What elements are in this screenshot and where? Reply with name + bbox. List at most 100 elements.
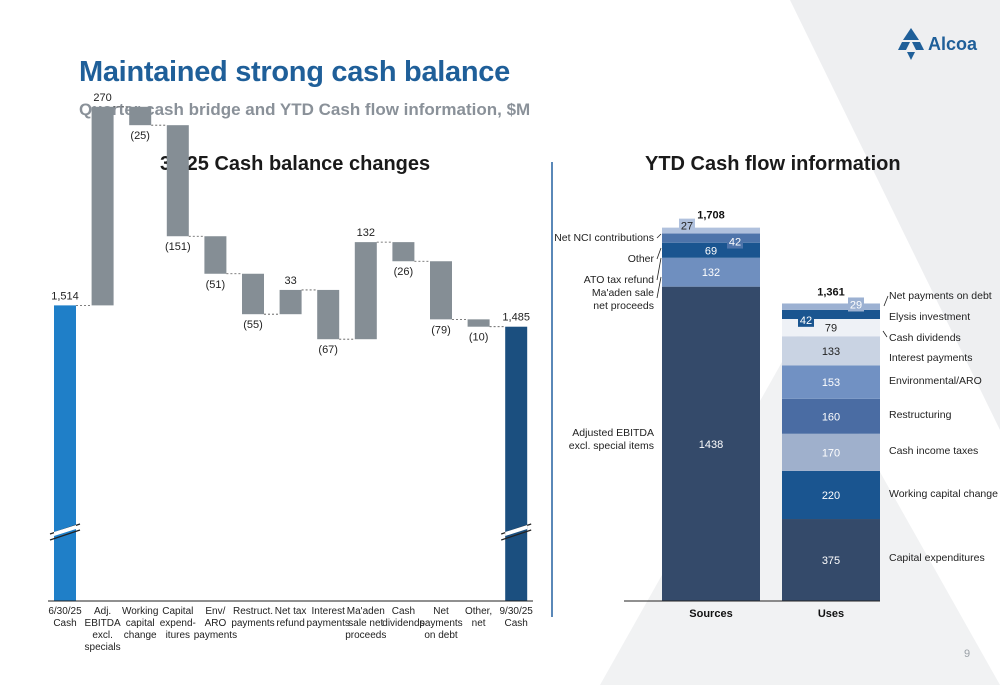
- sources-value-label: 1438: [699, 439, 723, 451]
- uses-value-label: 153: [822, 377, 840, 389]
- uses-segment: [782, 336, 880, 366]
- waterfall-value-label: (51): [206, 279, 226, 291]
- axis-break-gap: [505, 525, 528, 536]
- waterfall-value-label: (151): [165, 241, 191, 253]
- sources-segment: [662, 257, 760, 287]
- sources-segment-label: Net NCI contributions: [554, 232, 654, 244]
- waterfall-value-label: 33: [284, 275, 296, 287]
- waterfall-value-label: 1,485: [502, 312, 530, 324]
- leader-line: [656, 233, 662, 239]
- waterfall-category-label: Capital expend-itures: [160, 606, 196, 641]
- sources-segment-label: Other: [628, 253, 655, 265]
- waterfall-category-label: Restruct. payments: [231, 606, 274, 629]
- leader-line: [656, 257, 662, 281]
- uses-segment: [782, 365, 880, 399]
- sources-value-label: 132: [702, 267, 720, 279]
- uses-segment-label: Interest payments: [889, 352, 972, 364]
- stacked-category-label: Uses: [818, 608, 844, 620]
- sources-segment-label: ATO tax refund: [584, 274, 654, 286]
- uses-segment-label: Elysis investment: [889, 311, 970, 323]
- sources-segment: [662, 233, 760, 243]
- uses-segment: [782, 398, 880, 434]
- uses-segment-label: Working capital change: [889, 488, 998, 500]
- sources-segment-label: Ma'aden sale net proceeds: [592, 287, 654, 312]
- leader-line: [656, 276, 662, 299]
- waterfall-value-label: (10): [469, 332, 489, 344]
- uses-total-label: 1,361: [817, 286, 845, 298]
- uses-segment: [782, 433, 880, 471]
- uses-value-label: 170: [822, 447, 840, 459]
- uses-value-label: 29: [850, 299, 862, 311]
- uses-segment-label: Restructuring: [889, 409, 952, 421]
- uses-segment: [782, 303, 880, 310]
- waterfall-bar: [204, 236, 227, 274]
- uses-segment-label: Cash dividends: [889, 332, 961, 344]
- uses-segment-label: Environmental/ARO: [889, 375, 982, 387]
- waterfall-bar: [166, 125, 189, 237]
- waterfall-category-label: Env/ARO payments: [194, 606, 237, 641]
- page-subtitle: Quarter cash bridge and YTD Cash flow in…: [79, 100, 531, 119]
- sources-value-label: 69: [705, 245, 717, 257]
- waterfall-bar: [279, 289, 302, 315]
- uses-value-label: 160: [822, 411, 840, 423]
- waterfall-category-label: Adj. EBITDA excl. specials: [85, 606, 121, 653]
- axis-break-gap: [54, 525, 76, 536]
- uses-segment-label: Net payments on debt: [889, 290, 992, 302]
- sources-segment-label: Adjusted EBITDA excl. special items: [569, 427, 654, 452]
- uses-small-label-box: [848, 297, 864, 312]
- uses-segment: [782, 519, 880, 601]
- waterfall-value-label: (79): [431, 324, 451, 336]
- waterfall-category-label: Net payments on debt: [419, 606, 462, 641]
- uses-value-label: 42: [800, 315, 812, 327]
- waterfall-value-label: 1,514: [51, 290, 79, 302]
- waterfall-category-label: Ma'aden sale net proceeds: [345, 606, 386, 641]
- sources-total-label: 1,708: [697, 210, 725, 222]
- axis-break-mark: [49, 529, 81, 541]
- leader-line: [656, 247, 662, 260]
- waterfall-bar: [91, 106, 114, 306]
- sources-small-label-box: [727, 234, 743, 249]
- sources-value-label: 27: [681, 221, 693, 233]
- sources-small-label-box: [679, 218, 695, 233]
- logo-text: Alcoa: [928, 34, 978, 54]
- waterfall-bar: [467, 319, 490, 327]
- waterfall-value-label: (55): [243, 319, 263, 331]
- waterfall-value-label: 270: [93, 92, 111, 104]
- page-title: Maintained strong cash balance: [79, 56, 510, 88]
- uses-segment-label: Cash income taxes: [889, 445, 978, 457]
- waterfall-bar: [354, 242, 377, 340]
- stacked-category-label: Sources: [689, 608, 732, 620]
- alcoa-logo-icon: [898, 28, 924, 60]
- stacked-chart-title: YTD Cash flow information: [645, 153, 901, 175]
- waterfall-bar: [129, 106, 152, 126]
- chart-divider: [551, 162, 553, 617]
- waterfall-value-label: (26): [394, 266, 414, 278]
- waterfall-bar: [242, 273, 264, 315]
- waterfall-category-label: 6/30/25 Cash: [48, 606, 82, 629]
- waterfall-category-label: Cash dividends: [382, 606, 424, 629]
- uses-value-label: 220: [822, 490, 840, 502]
- waterfall-value-label: (25): [130, 130, 150, 142]
- waterfall-category-label: Net tax refund: [275, 606, 307, 629]
- waterfall-value-label: 132: [357, 227, 375, 239]
- waterfall-bar: [392, 242, 415, 262]
- uses-value-label: 375: [822, 555, 840, 567]
- uses-small-label-box: [798, 312, 814, 327]
- sources-value-label: 42: [729, 237, 741, 249]
- uses-value-label: 79: [825, 323, 837, 335]
- waterfall-category-label: 9/30/25 Cash: [500, 606, 534, 629]
- waterfall-category-label: Working capital change: [122, 606, 159, 641]
- waterfall-category-label: Interest payments: [307, 606, 350, 629]
- axis-break-mark: [501, 529, 532, 541]
- uses-segment-label: Capital expenditures: [889, 552, 985, 564]
- uses-segment: [782, 309, 880, 320]
- uses-value-label: 133: [822, 346, 840, 358]
- waterfall-value-label: (67): [318, 344, 338, 356]
- leader-line: [882, 330, 888, 338]
- sources-segment: [662, 227, 760, 234]
- waterfall-bar: [317, 289, 340, 340]
- page-number: 9: [964, 648, 971, 660]
